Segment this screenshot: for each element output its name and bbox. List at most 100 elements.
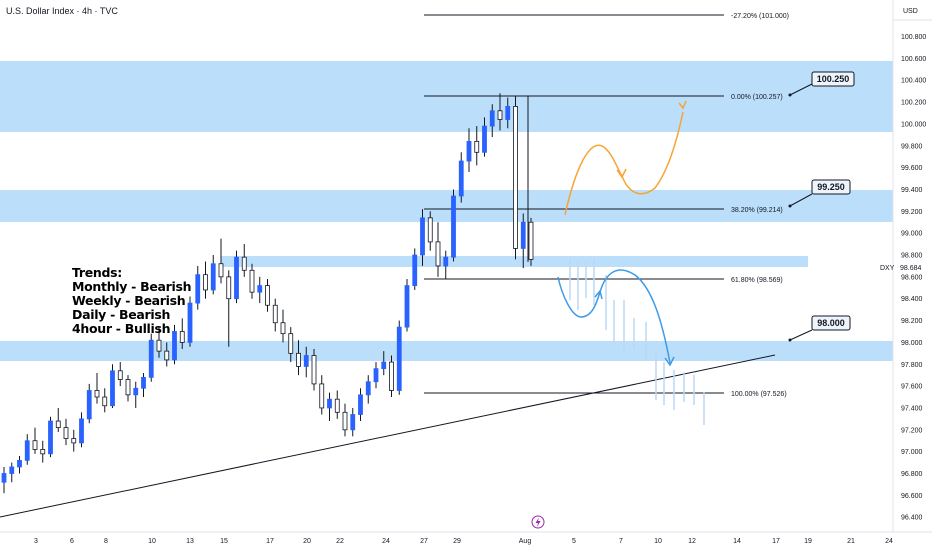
price-tick: 96.600 xyxy=(901,493,923,500)
price-tick: 98.800 xyxy=(901,253,923,260)
trend-weekly: Weekly - Bearish xyxy=(72,293,186,308)
price-tick: 96.400 xyxy=(901,515,923,522)
callout-pointer xyxy=(789,83,813,96)
price-tick: 99.400 xyxy=(901,187,923,194)
time-tick: 8 xyxy=(104,538,108,545)
fib-label-0: 0.00% (100.257) xyxy=(731,94,783,101)
time-tick: 14 xyxy=(733,538,741,545)
lightning-icon[interactable] xyxy=(531,515,545,529)
candle xyxy=(482,125,487,153)
time-tick: 13 xyxy=(186,538,194,545)
candle xyxy=(218,263,224,278)
candle xyxy=(164,350,170,361)
time-tick: 5 xyxy=(572,538,576,545)
candle xyxy=(435,241,441,267)
symbol-label: DXY xyxy=(880,265,895,272)
time-tick: 29 xyxy=(453,538,461,545)
last-price-label: 98.684 xyxy=(900,265,922,272)
callout-box xyxy=(811,179,851,195)
candle xyxy=(141,376,146,389)
candle xyxy=(257,285,263,293)
candle xyxy=(396,326,402,391)
time-tick: Aug xyxy=(519,538,532,545)
candle xyxy=(327,398,332,409)
price-tick: 100.800 xyxy=(901,34,926,41)
trends-annotation[interactable]: Trends: Monthly - Bearish Weekly - Beari… xyxy=(72,266,192,336)
support-trendline[interactable] xyxy=(0,354,776,518)
callout-98-000[interactable]: 98.000 xyxy=(788,315,851,342)
time-tick: 21 xyxy=(847,538,855,545)
price-tick: 100.600 xyxy=(901,56,926,63)
candle xyxy=(195,274,201,304)
callout-99-250[interactable]: 99.250 xyxy=(788,179,851,208)
price-tick: 97.800 xyxy=(901,362,923,369)
candle xyxy=(187,302,193,343)
time-tick: 10 xyxy=(148,538,156,545)
time-tick: 3 xyxy=(34,538,38,545)
price-tick: 98.600 xyxy=(901,274,923,281)
candle xyxy=(226,276,232,300)
time-tick: 17 xyxy=(266,538,274,545)
candle xyxy=(528,221,534,260)
candle xyxy=(350,414,356,431)
candle xyxy=(505,106,511,120)
chart-title: U.S. Dollar Index · 4h · TVC xyxy=(6,6,118,16)
zone-98-000 xyxy=(0,341,893,361)
candle xyxy=(451,195,456,258)
callout-box xyxy=(811,71,855,87)
candle xyxy=(249,269,255,293)
callout-label: 99.250 xyxy=(817,182,845,192)
blue-arrow-head xyxy=(664,356,675,367)
candle xyxy=(381,361,387,370)
trend-4hour: 4hour - Bullish xyxy=(72,321,171,336)
price-tick: 99.000 xyxy=(901,231,923,238)
price-tick: 98.400 xyxy=(901,296,923,303)
candle xyxy=(520,221,526,249)
time-tick: 7 xyxy=(619,538,623,545)
candle xyxy=(296,352,301,367)
candle xyxy=(179,331,185,343)
candle xyxy=(389,361,394,391)
candle xyxy=(272,304,278,324)
candle xyxy=(427,217,433,243)
candle xyxy=(125,379,131,396)
candle xyxy=(32,440,38,450)
candle xyxy=(48,420,53,455)
price-tick: 96.800 xyxy=(901,471,923,478)
callout-dot xyxy=(788,204,792,208)
callout-100-250[interactable]: 100.250 xyxy=(788,71,855,97)
price-tick: 98.000 xyxy=(901,340,923,347)
price-tick-labels: 100.800 100.600 100.400 100.200 100.000 99.80… xyxy=(901,34,926,522)
candles-group xyxy=(1,93,534,494)
trend-monthly: Monthly - Bearish xyxy=(72,279,192,294)
currency-label[interactable]: USD xyxy=(903,8,918,15)
candle xyxy=(55,420,61,429)
zone-98-700 xyxy=(221,256,808,267)
zone-99-250 xyxy=(0,190,893,222)
candle xyxy=(117,370,123,380)
projection-ghost-bars xyxy=(569,258,705,425)
candle xyxy=(9,466,15,474)
candle xyxy=(148,339,154,378)
price-axis-background[interactable] xyxy=(893,0,932,550)
price-tick: 99.600 xyxy=(901,165,923,172)
candle xyxy=(203,274,208,291)
candle xyxy=(497,110,503,120)
candle xyxy=(288,333,294,354)
candle xyxy=(234,256,239,300)
candle xyxy=(241,256,247,271)
price-tick: 97.200 xyxy=(901,427,923,434)
fib-label-100: 100.00% (97.526) xyxy=(731,391,787,398)
candle xyxy=(156,339,162,352)
time-tick: 24 xyxy=(885,538,893,545)
time-tick: 12 xyxy=(688,538,696,545)
candle xyxy=(210,263,216,291)
candle xyxy=(458,160,464,197)
candle xyxy=(412,254,418,286)
candle xyxy=(358,394,363,415)
blue-arrow-mid xyxy=(594,289,603,300)
candle xyxy=(102,396,108,407)
time-tick: 24 xyxy=(382,538,390,545)
fib-label-61: 61.80% (98.569) xyxy=(731,277,783,284)
